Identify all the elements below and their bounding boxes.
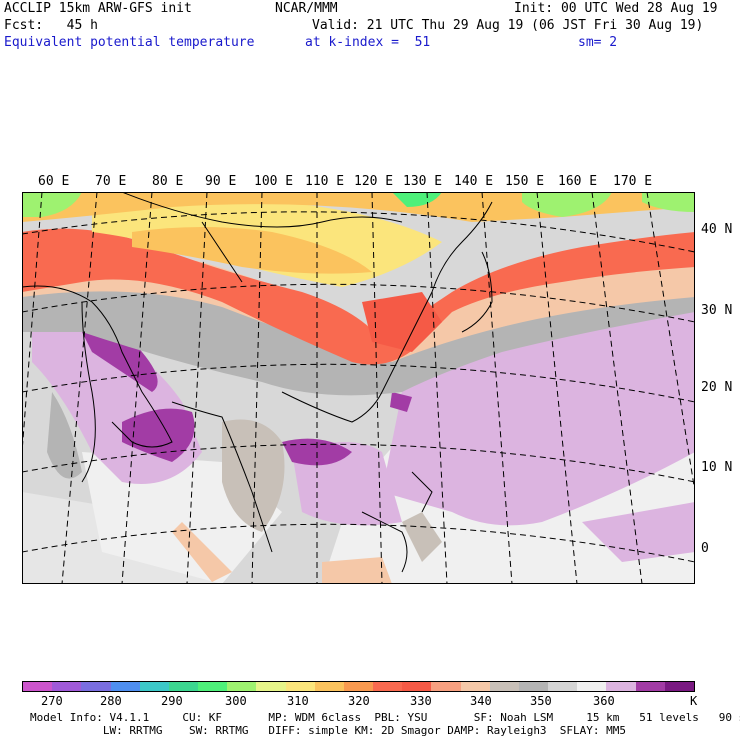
- lon-label: 90 E: [205, 174, 237, 189]
- model-title: ACCLIP 15km ARW-GFS init: [4, 1, 192, 16]
- colorbar-tick: 350: [530, 694, 552, 708]
- lon-label: 100 E: [254, 174, 294, 189]
- colorbar-swatch: [635, 682, 665, 691]
- colorbar-swatch: [518, 682, 549, 691]
- colorbar-tick: 290: [161, 694, 183, 708]
- colorbar-swatch: [431, 682, 461, 691]
- lon-label: 130 E: [403, 174, 443, 189]
- colorbar-tick: 320: [348, 694, 370, 708]
- colorbar-tick: 340: [470, 694, 492, 708]
- lon-label: 80 E: [152, 174, 184, 189]
- organization-label: NCAR/MMM: [275, 1, 338, 16]
- level-index: at k-index = 51: [305, 35, 431, 50]
- lon-label: 160 E: [558, 174, 598, 189]
- colorbar-tick: 280: [100, 694, 122, 708]
- lon-label: 60 E: [38, 174, 70, 189]
- lon-label: 170 E: [613, 174, 653, 189]
- lon-label: 140 E: [454, 174, 494, 189]
- smoothing-label: sm= 2: [578, 35, 618, 50]
- colorbar-swatch: [548, 682, 578, 691]
- colorbar-swatch: [168, 682, 199, 691]
- colorbar-swatch: [52, 682, 82, 691]
- lat-label: 10 N: [701, 460, 733, 475]
- pacific-purple: [382, 302, 695, 526]
- lon-label: 120 E: [354, 174, 394, 189]
- colorbar-swatch: [314, 682, 344, 691]
- red-band: [22, 228, 695, 365]
- field-name: Equivalent potential temperature: [4, 35, 255, 50]
- colorbar: [22, 681, 695, 692]
- lat-label: 40 N: [701, 222, 733, 237]
- lon-label: 150 E: [505, 174, 545, 189]
- colorbar-swatch: [460, 682, 490, 691]
- colorbar-swatch: [577, 682, 607, 691]
- colorbar-tick: 330: [410, 694, 432, 708]
- colorbar-swatch: [373, 682, 403, 691]
- colorbar-tick: 310: [287, 694, 309, 708]
- graticule: [22, 192, 695, 584]
- colorbar-tick: 300: [225, 694, 247, 708]
- colorbar-swatch: [256, 682, 286, 691]
- coastlines: [22, 192, 493, 573]
- lon-label: 110 E: [305, 174, 345, 189]
- colorbar-swatch: [139, 682, 169, 691]
- colorbar-unit: K: [690, 694, 698, 708]
- colorbar-swatch: [285, 682, 315, 691]
- colorbar-swatch: [23, 682, 53, 691]
- theta-e-map: [22, 192, 695, 584]
- forecast-hour: Fcst: 45 h: [4, 18, 98, 33]
- lon-label: 70 E: [95, 174, 127, 189]
- green-patch: [22, 192, 82, 217]
- model-info-line1: Model Info: V4.1.1 CU: KF MP: WDM 6class…: [30, 711, 740, 724]
- colorbar-swatch: [489, 682, 519, 691]
- india-dark-purple: [77, 320, 158, 392]
- colorbar-tick: 360: [593, 694, 615, 708]
- map-frame: [22, 192, 695, 584]
- colorbar-swatch: [343, 682, 374, 691]
- colorbar-swatch: [402, 682, 432, 691]
- valid-time: Valid: 21 UTC Thu 29 Aug 19 (06 JST Fri …: [312, 18, 704, 33]
- indochina-grey: [222, 419, 285, 532]
- model-info-line2: LW: RRTMG SW: RRTMG DIFF: simple KM: 2D …: [30, 724, 627, 737]
- lat-label: 20 N: [701, 380, 733, 395]
- colorbar-swatch: [664, 682, 694, 691]
- colorbar-tick: 270: [41, 694, 63, 708]
- colorbar-swatch: [606, 682, 636, 691]
- colorbar-swatch: [81, 682, 111, 691]
- lat-label: 0: [701, 541, 709, 556]
- lat-label: 30 N: [701, 303, 733, 318]
- init-time: Init: 00 UTC Wed 28 Aug 19: [514, 1, 718, 16]
- colorbar-swatch: [227, 682, 257, 691]
- colorbar-swatch: [198, 682, 228, 691]
- colorbar-swatch: [110, 682, 140, 691]
